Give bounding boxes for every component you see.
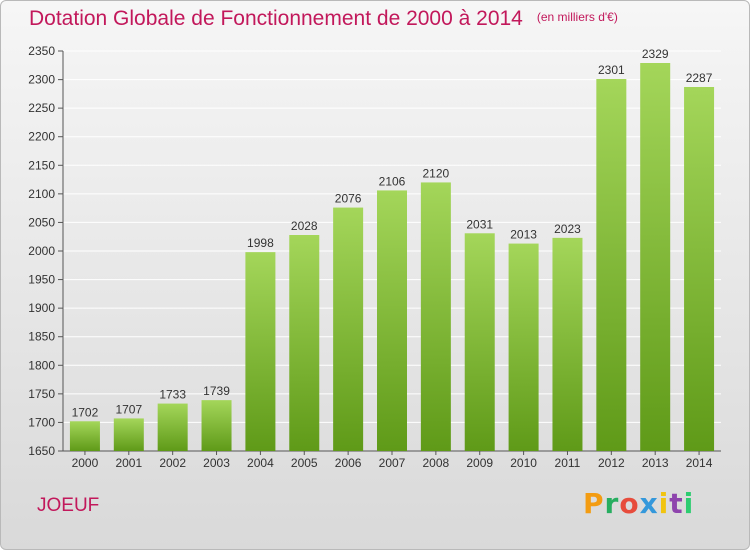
brand-letter: P [583, 487, 605, 520]
y-tick-label: 2300 [28, 73, 55, 87]
brand-letter: i [683, 487, 695, 520]
brand-letter: o [619, 487, 640, 520]
y-tick-label: 2100 [28, 187, 55, 201]
x-tick-label: 2009 [466, 456, 493, 470]
bar-value-label: 1707 [115, 402, 142, 416]
x-tick-label: 2005 [291, 456, 318, 470]
bar-value-label: 2120 [423, 166, 450, 180]
y-tick-label: 1850 [28, 330, 55, 344]
bar-value-label: 1739 [203, 384, 230, 398]
x-tick-label: 2014 [686, 456, 713, 470]
x-tick-label: 2013 [642, 456, 669, 470]
y-tick-label: 1950 [28, 273, 55, 287]
x-tick-label: 2012 [598, 456, 625, 470]
x-tick-label: 2007 [379, 456, 406, 470]
commune-name: JOEUF [37, 495, 100, 516]
chart-title: Dotation Globale de Fonctionnement de 20… [29, 7, 618, 31]
y-tick-label: 2150 [28, 158, 55, 172]
y-tick-label: 2350 [28, 44, 55, 58]
bar-value-label: 2028 [291, 219, 318, 233]
bar-value-label: 1998 [247, 236, 274, 250]
bars [69, 63, 715, 451]
x-tick-label: 2011 [555, 456, 581, 470]
bar-value-label: 2013 [510, 228, 537, 242]
bar-2009 [464, 233, 495, 451]
x-tick-label: 2000 [72, 456, 99, 470]
brand-letter: t [669, 487, 684, 520]
bar-value-label: 2106 [379, 174, 406, 188]
y-tick-label: 2250 [28, 101, 55, 115]
brand-letter: i [658, 487, 670, 520]
bar-2000 [69, 421, 100, 451]
x-tick-label: 2006 [335, 456, 362, 470]
y-tick-label: 1900 [28, 301, 55, 315]
bar-2010 [508, 243, 539, 451]
bar-2002 [157, 403, 188, 451]
x-tick-label: 2003 [203, 456, 230, 470]
brand-letter: r [604, 487, 620, 520]
chart-title-main: Dotation Globale de Fonctionnement de 20… [29, 7, 523, 30]
brand-letter: x [639, 487, 659, 520]
bar-2008 [420, 182, 451, 451]
bar-value-label: 2031 [466, 217, 493, 231]
y-tick-label: 1700 [28, 415, 55, 429]
bar-2012 [596, 79, 627, 451]
bar-value-label: 1733 [159, 388, 186, 402]
y-tick-label: 2050 [28, 215, 55, 229]
bar-value-label: 1702 [72, 405, 99, 419]
y-tick-label: 2200 [28, 130, 55, 144]
bar-2007 [377, 190, 407, 451]
y-tick-label: 2000 [28, 244, 55, 258]
x-tick-label: 2010 [510, 456, 537, 470]
y-tick-label: 1750 [28, 387, 55, 401]
y-tick-label: 1650 [28, 444, 55, 458]
proxiti-logo: Proxiti [583, 487, 694, 520]
bar-2001 [113, 418, 144, 451]
bar-value-label: 2023 [554, 222, 581, 236]
bar-2005 [289, 235, 320, 451]
bar-2011 [552, 237, 583, 451]
bar-value-label: 2287 [686, 71, 713, 85]
x-tick-label: 2004 [247, 456, 274, 470]
bar-2014 [684, 87, 715, 451]
x-tick-label: 2001 [115, 456, 142, 470]
bar-2003 [201, 400, 232, 451]
bar-value-label: 2301 [598, 63, 625, 77]
bar-2004 [245, 252, 276, 451]
data-labels: 1702 1707 1733 1739 1998 2028 2076 2106 2120 2031… [72, 47, 713, 419]
bar-value-label: 2329 [642, 47, 669, 61]
x-tick-label: 2002 [159, 456, 186, 470]
bar-2006 [333, 207, 364, 451]
y-tick-label: 1800 [28, 358, 55, 372]
bar-value-label: 2076 [335, 192, 362, 206]
x-tick-label: 2008 [423, 456, 450, 470]
chart-unit-note: (en milliers d'€) [536, 10, 618, 24]
bar-2013 [640, 63, 671, 451]
